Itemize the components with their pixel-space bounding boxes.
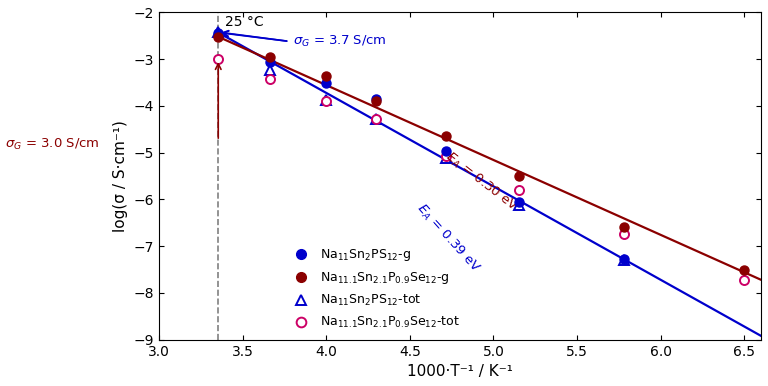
Text: 25 °C: 25 °C (225, 15, 263, 29)
Y-axis label: log(σ / S·cm⁻¹): log(σ / S·cm⁻¹) (113, 120, 128, 232)
Text: $E_A$ = 0.39 eV: $E_A$ = 0.39 eV (412, 201, 482, 276)
Text: $E_A$ = 0.30 eV: $E_A$ = 0.30 eV (442, 149, 520, 215)
Text: $\sigma_G$ = 3.7 S/cm: $\sigma_G$ = 3.7 S/cm (293, 34, 386, 49)
Text: $\sigma_G$ = 3.0 S/cm: $\sigma_G$ = 3.0 S/cm (5, 137, 100, 152)
Legend: Na$_{11}$Sn$_{2}$PS$_{12}$-g, Na$_{11.1}$Sn$_{2.1}$P$_{0.9}$Se$_{12}$-g, Na$_{11: Na$_{11}$Sn$_{2}$PS$_{12}$-g, Na$_{11.1}… (289, 247, 460, 330)
X-axis label: 1000·T⁻¹ / K⁻¹: 1000·T⁻¹ / K⁻¹ (407, 364, 513, 379)
